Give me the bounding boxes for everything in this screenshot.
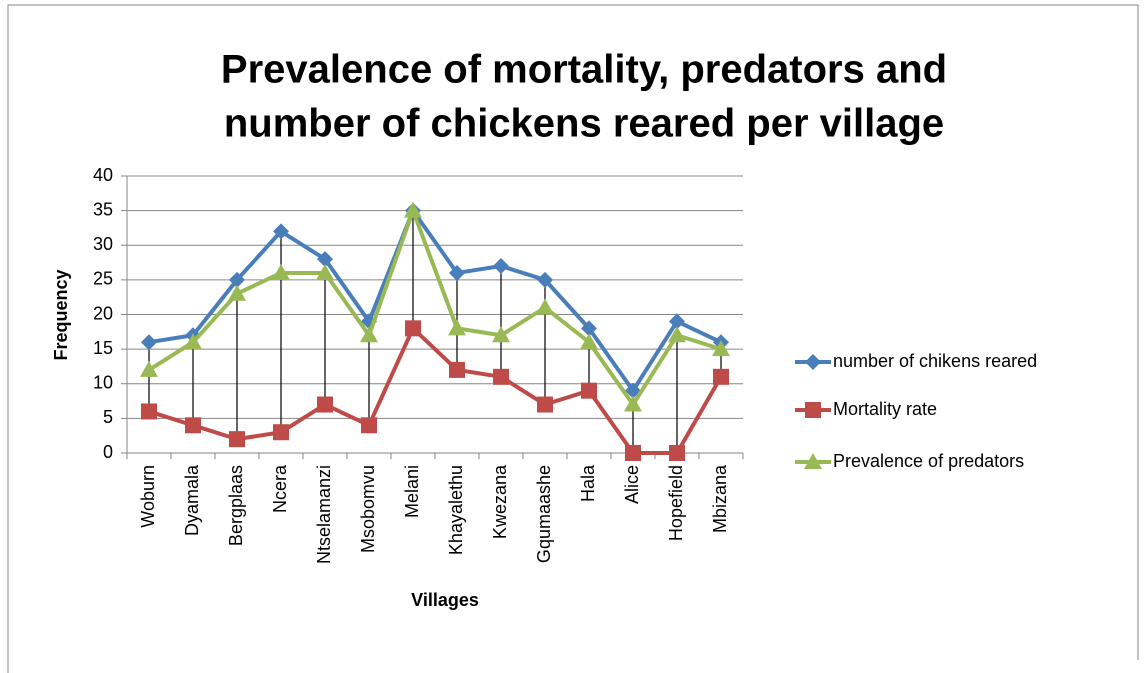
y-tick-label: 25	[93, 269, 113, 289]
x-tick-label: Khayalethu	[446, 465, 466, 555]
point	[493, 368, 509, 385]
point	[273, 223, 289, 240]
point	[669, 313, 685, 330]
point	[273, 424, 289, 441]
point	[229, 271, 245, 288]
point	[581, 320, 597, 337]
legend-label: number of chikens reared	[833, 351, 1037, 371]
legend-marker	[805, 354, 821, 370]
point	[580, 333, 598, 350]
x-tick-label: Ncera	[270, 464, 290, 513]
legend-marker	[805, 402, 821, 418]
y-tick-label: 15	[93, 338, 113, 358]
point	[492, 326, 510, 343]
point	[448, 319, 466, 336]
point	[141, 334, 157, 351]
point	[493, 258, 509, 275]
point	[669, 445, 685, 461]
x-tick-label: Hopefield	[666, 465, 686, 541]
x-tick-label: Mbizana	[710, 464, 730, 533]
y-tick-label: 35	[93, 199, 113, 219]
point	[536, 298, 554, 315]
point	[625, 445, 641, 461]
y-tick-label: 0	[103, 442, 113, 462]
x-tick-label: Melani	[402, 465, 422, 518]
point	[581, 382, 597, 399]
y-tick-label: 5	[103, 407, 113, 427]
point	[360, 326, 378, 343]
point	[405, 320, 421, 337]
chart-title: number of chickens reared per village	[224, 102, 944, 146]
point	[317, 396, 333, 413]
y-tick-label: 20	[93, 303, 113, 323]
point	[185, 417, 201, 434]
x-tick-label: Woburn	[138, 465, 158, 528]
x-tick-label: Gqumaashe	[534, 465, 554, 563]
x-tick-label: Dyamala	[182, 464, 202, 536]
legend-label: Prevalence of predators	[833, 451, 1024, 471]
x-tick-label: Msobomvu	[358, 465, 378, 553]
x-tick-label: Kwezana	[490, 464, 510, 539]
point	[228, 284, 246, 301]
point	[317, 251, 333, 268]
point	[712, 340, 730, 357]
point	[141, 403, 157, 420]
point	[184, 333, 202, 350]
x-tick-label: Ntselamanzi	[314, 465, 334, 564]
series-line	[147, 208, 722, 407]
point	[624, 395, 642, 412]
point	[404, 201, 422, 218]
x-axis-title: Villages	[411, 590, 479, 610]
point	[272, 263, 290, 280]
point	[140, 360, 158, 377]
point	[449, 361, 465, 378]
point	[668, 326, 686, 343]
legend-marker	[804, 453, 822, 469]
y-axis-title: Frequency	[51, 269, 71, 360]
chart-frame	[7, 4, 1139, 673]
legend-label: Mortality rate	[833, 399, 937, 419]
chart-title: Prevalence of mortality, predators and	[221, 48, 947, 92]
y-tick-label: 30	[93, 234, 113, 254]
point	[449, 264, 465, 281]
x-tick-label: Hala	[578, 464, 598, 502]
point	[713, 368, 729, 385]
point	[361, 417, 377, 434]
series-line	[148, 208, 722, 393]
x-tick-label: Alice	[622, 465, 642, 504]
point	[316, 263, 334, 280]
point	[537, 271, 553, 288]
point	[537, 396, 553, 413]
x-tick-label: Bergplaas	[226, 465, 246, 546]
y-tick-label: 40	[93, 165, 113, 185]
point	[229, 431, 245, 448]
y-tick-label: 10	[93, 373, 113, 393]
